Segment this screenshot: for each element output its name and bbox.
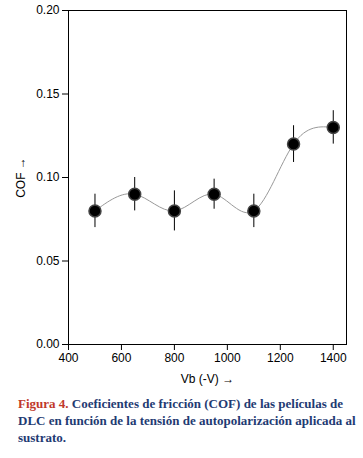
svg-text:Vb (-V) →: Vb (-V) → xyxy=(181,372,234,386)
svg-text:1000: 1000 xyxy=(214,351,241,365)
html-text:Figura 4. Coeficientes de fric: Figura 4. Coeficientes de fricción (COF)… xyxy=(18,396,356,445)
svg-text:0.20: 0.20 xyxy=(36,3,60,17)
svg-text:0.00: 0.00 xyxy=(36,337,60,351)
svg-text:1200: 1200 xyxy=(267,351,294,365)
svg-text:600: 600 xyxy=(111,351,131,365)
svg-text:COF →: COF → xyxy=(14,157,28,198)
svg-text:0.10: 0.10 xyxy=(36,170,60,184)
svg-text:0.15: 0.15 xyxy=(36,87,60,101)
svg-text:0.05: 0.05 xyxy=(36,254,60,268)
svg-text:800: 800 xyxy=(164,351,184,365)
svg-text:400: 400 xyxy=(58,351,78,365)
svg-text:1400: 1400 xyxy=(320,351,347,365)
